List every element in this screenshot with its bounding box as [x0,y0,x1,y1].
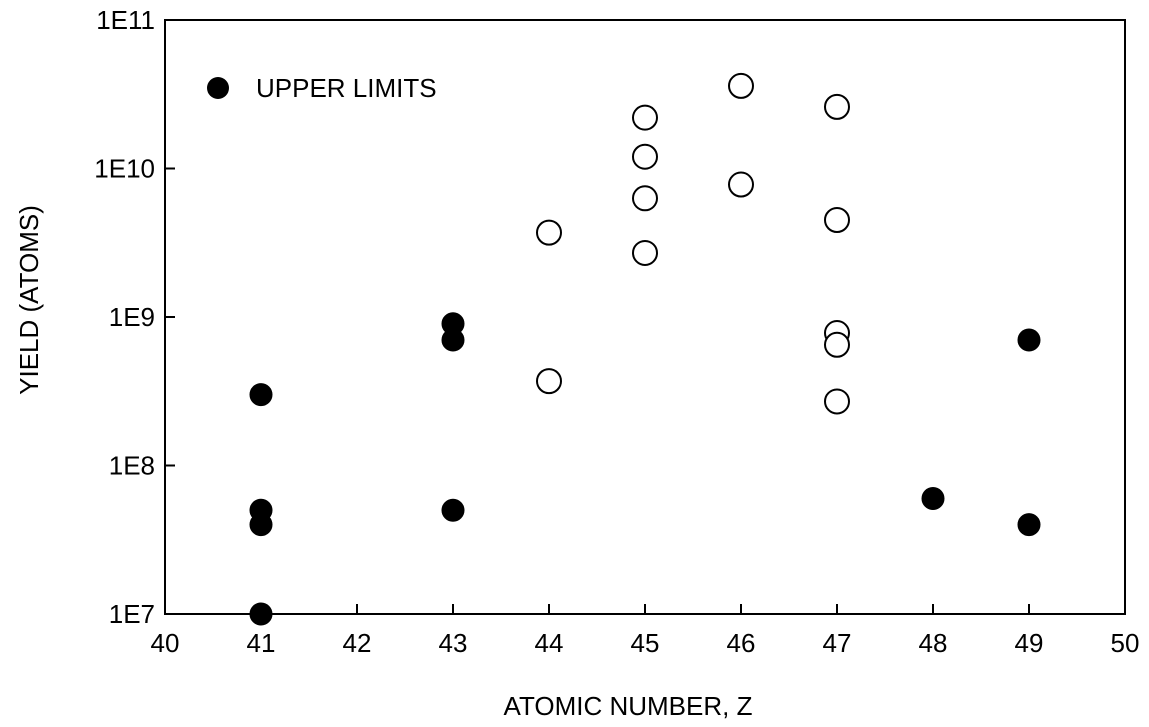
x-tick-label: 40 [151,628,180,658]
x-tick-label: 47 [823,628,852,658]
y-axis-title: YIELD (ATOMS) [14,205,44,395]
data-point-upper-limit [249,602,273,626]
y-tick-label: 1E8 [109,451,155,481]
x-tick-label: 49 [1015,628,1044,658]
y-tick-label: 1E9 [109,302,155,332]
x-tick-label: 41 [247,628,276,658]
data-point-open [824,206,850,233]
x-tick-label: 42 [343,628,372,658]
data-point-open [536,368,562,395]
data-point-open [824,388,850,415]
y-tick-label: 1E11 [96,5,155,35]
legend: UPPER LIMITS [207,73,437,103]
data-point-upper-limit [1017,513,1041,537]
x-tick-label: 44 [535,628,564,658]
x-axis: 40 41 42 43 44 45 46 47 48 49 50 [151,604,1140,658]
x-tick-label: 48 [919,628,948,658]
data-point-open [632,185,658,212]
data-point-open [728,72,754,99]
data-point-open [824,93,850,120]
data-point-upper-limit [249,513,273,537]
x-tick-label: 46 [727,628,756,658]
data-point-open [728,171,754,198]
data-point-open [536,219,562,246]
data-point-open [632,143,658,170]
data-point-upper-limit [249,383,273,407]
data-point-open [632,104,658,131]
legend-marker-filled [207,77,229,99]
data-point-open [824,331,850,358]
y-tick-label: 1E7 [109,599,155,629]
x-tick-label: 45 [631,628,660,658]
y-tick-label: 1E10 [94,154,155,184]
y-axis: 1E7 1E8 1E9 1E10 1E11 [94,5,175,629]
x-tick-label: 50 [1111,628,1140,658]
data-point-open [632,239,658,266]
data-points [249,72,1041,626]
data-point-upper-limit [1017,328,1041,352]
legend-label: UPPER LIMITS [256,73,437,103]
x-tick-label: 43 [439,628,468,658]
data-point-upper-limit [441,328,465,352]
x-axis-title: ATOMIC NUMBER, Z [504,691,753,721]
data-point-upper-limit [921,486,945,510]
data-point-upper-limit [441,498,465,522]
